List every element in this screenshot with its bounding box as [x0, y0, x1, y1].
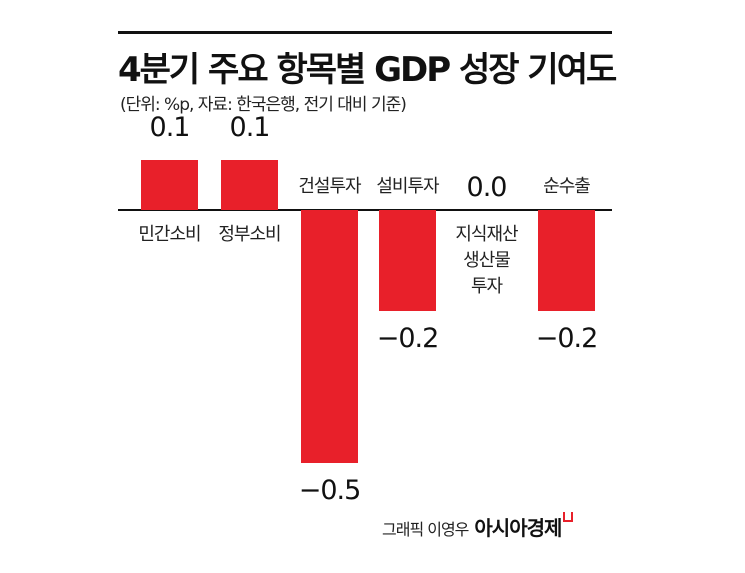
bar-0 [141, 159, 198, 210]
chart-subtitle: (단위: %p, 자료: 한국은행, 전기 대비 기준) [120, 95, 407, 115]
top-rule [118, 31, 612, 34]
bar-3 [379, 210, 436, 311]
value-label: 0.1 [149, 111, 191, 143]
category-label: 순수출 [543, 176, 591, 197]
bar-2 [301, 210, 358, 463]
value-label: −0.5 [298, 474, 362, 506]
category-label: 민간소비 [138, 224, 201, 245]
value-label: 0.0 [466, 172, 508, 203]
chart-title: 4분기 주요 항목별 GDP 성장 기여도 [118, 50, 617, 90]
brand-mark-icon [563, 512, 574, 522]
category-label: 설비투자 [376, 176, 439, 197]
credit: 그래픽 이영우 아시아경제 [382, 512, 574, 541]
value-label: −0.2 [376, 323, 440, 354]
category-label: 정부소비 [218, 224, 281, 245]
category-label: 건설투자 [298, 176, 361, 197]
baseline [118, 209, 612, 211]
brand-logo: 아시아경제 [474, 516, 562, 540]
bar-1 [221, 159, 278, 210]
value-label: −0.2 [535, 323, 599, 354]
value-label: 0.1 [229, 111, 271, 143]
credit-text: 그래픽 이영우 [382, 520, 469, 539]
category-label: 지식재산 생산물 투자 [455, 224, 518, 297]
bar-5 [538, 210, 595, 311]
